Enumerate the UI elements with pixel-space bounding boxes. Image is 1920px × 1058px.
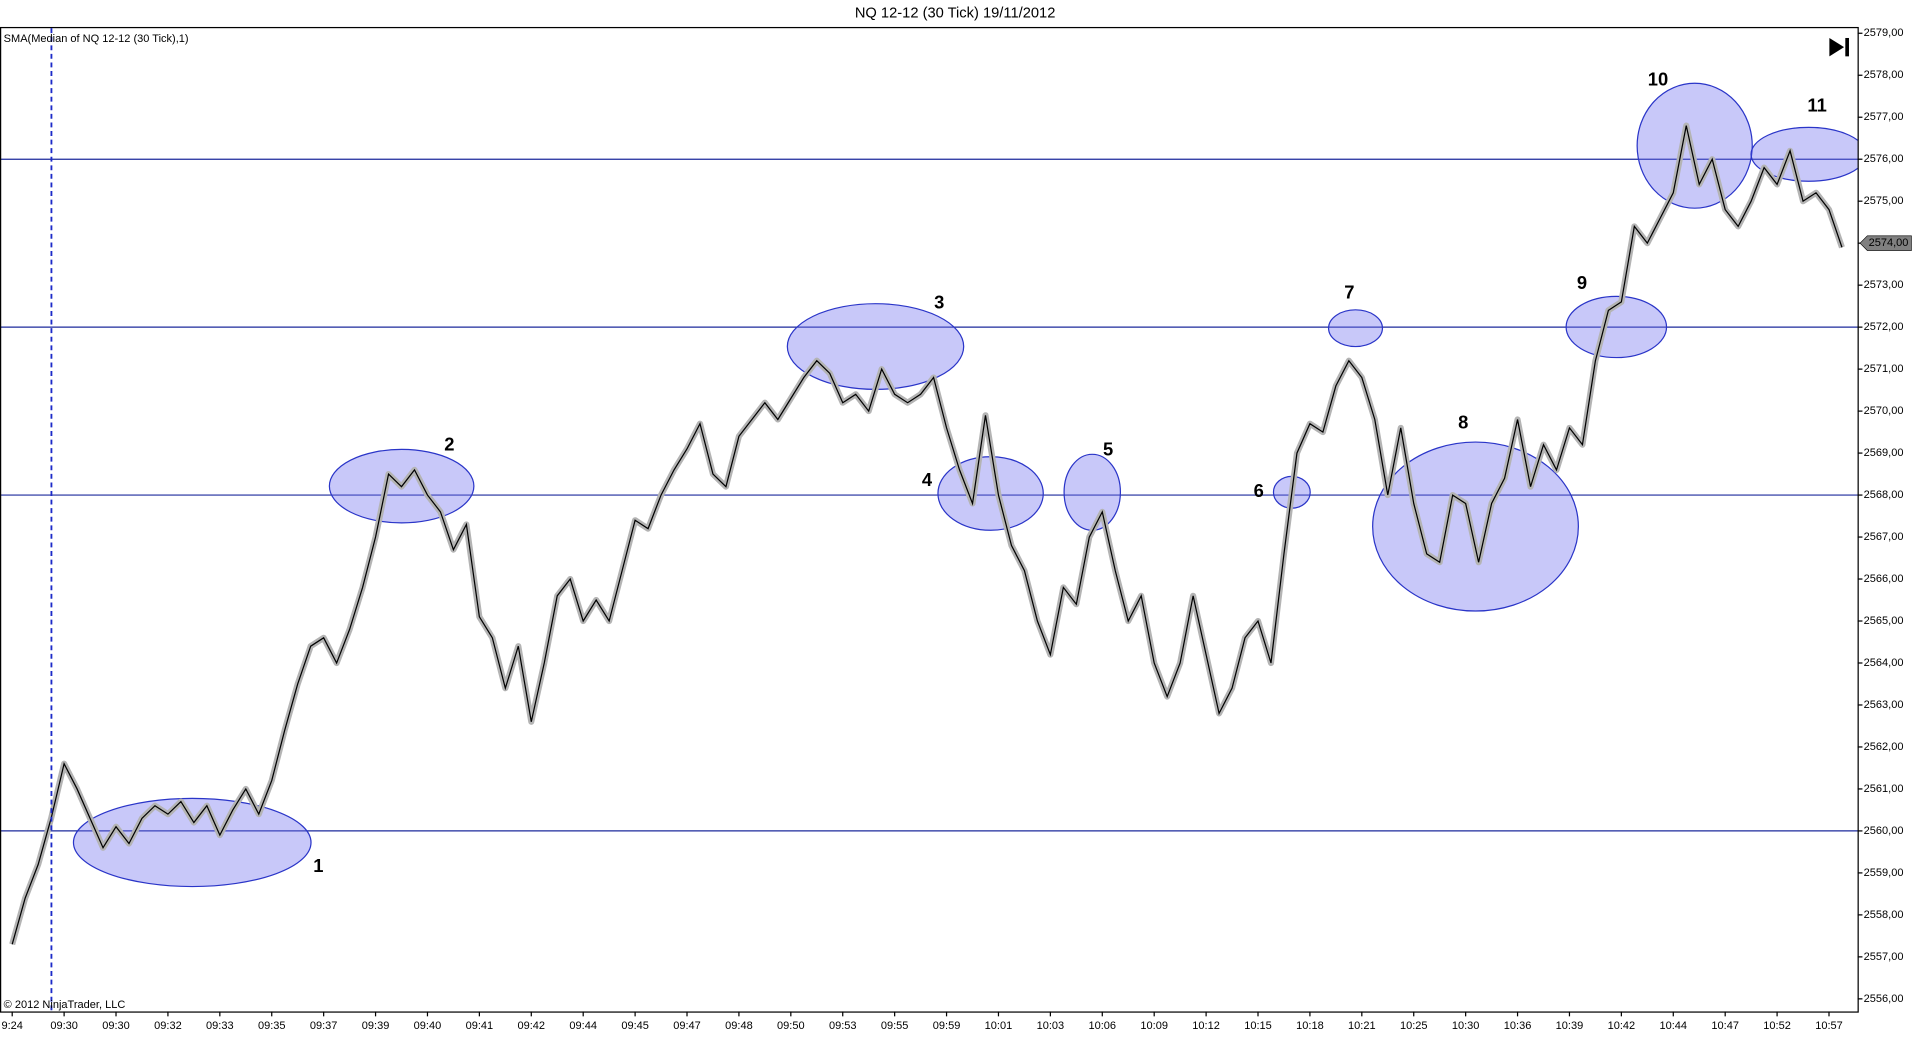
x-tick-label: 10:57 bbox=[1815, 1020, 1843, 1032]
y-tick-label: 2562,00 bbox=[1864, 741, 1904, 753]
x-tick-label: 10:47 bbox=[1711, 1020, 1739, 1032]
x-tick-label: 09:47 bbox=[673, 1020, 701, 1032]
chart-title: NQ 12-12 (30 Tick) 19/11/2012 bbox=[855, 5, 1056, 21]
x-tick-label: 10:12 bbox=[1192, 1020, 1220, 1032]
x-tick-label: 10:21 bbox=[1348, 1020, 1376, 1032]
y-tick-label: 2577,00 bbox=[1864, 111, 1904, 123]
x-tick-label: 09:33 bbox=[206, 1020, 234, 1032]
annotation-label: 3 bbox=[934, 292, 944, 313]
scroll-end-arrow[interactable] bbox=[1829, 37, 1845, 57]
x-tick-label: 09:59 bbox=[933, 1020, 961, 1032]
x-tick-label: 09:50 bbox=[777, 1020, 805, 1032]
x-tick-label: 09:40 bbox=[414, 1020, 442, 1032]
y-tick-label: 2579,00 bbox=[1864, 27, 1904, 39]
x-tick-label: 10:09 bbox=[1140, 1020, 1168, 1032]
annotation-ellipse bbox=[937, 456, 1044, 531]
x-tick-label: 10:15 bbox=[1244, 1020, 1272, 1032]
x-tick-label: 10:18 bbox=[1296, 1020, 1324, 1032]
y-tick-label: 2572,00 bbox=[1864, 321, 1904, 333]
annotation-ellipse bbox=[1636, 82, 1753, 209]
annotation-label: 4 bbox=[922, 469, 933, 490]
last-price-marker bbox=[1859, 235, 1912, 251]
x-tick-label: 10:39 bbox=[1556, 1020, 1584, 1032]
x-tick-label: 10:06 bbox=[1088, 1020, 1116, 1032]
annotation-ellipse bbox=[1063, 453, 1122, 531]
x-tick-label: 10:25 bbox=[1400, 1020, 1428, 1032]
x-tick-label: 10:30 bbox=[1452, 1020, 1480, 1032]
y-tick-label: 2576,00 bbox=[1864, 153, 1904, 165]
annotation-ellipse bbox=[1327, 309, 1384, 348]
x-tick-label: 10:44 bbox=[1659, 1020, 1687, 1032]
annotation-label: 6 bbox=[1254, 480, 1264, 501]
x-tick-label: 10:01 bbox=[985, 1020, 1013, 1032]
annotation-label: 11 bbox=[1807, 94, 1826, 115]
scroll-end-button[interactable] bbox=[1829, 37, 1849, 57]
x-tick-label: 10:52 bbox=[1763, 1020, 1791, 1032]
x-tick-label: 10:03 bbox=[1037, 1020, 1065, 1032]
x-tick-label: 09:35 bbox=[258, 1020, 286, 1032]
x-tick-label: 09:39 bbox=[362, 1020, 390, 1032]
annotation-label: 7 bbox=[1344, 282, 1354, 303]
y-tick-label: 2556,00 bbox=[1864, 993, 1904, 1005]
x-tick-label: 09:42 bbox=[517, 1020, 545, 1032]
scroll-end-bar[interactable] bbox=[1845, 37, 1849, 57]
x-tick-label: 09:44 bbox=[569, 1020, 597, 1032]
copyright: © 2012 NinjaTrader, LLC bbox=[4, 999, 126, 1011]
x-tick-label: 09:53 bbox=[829, 1020, 857, 1032]
x-tick-label: 09:30 bbox=[50, 1020, 78, 1032]
x-tick-label: 09:55 bbox=[881, 1020, 909, 1032]
y-tick-label: 2573,00 bbox=[1864, 279, 1904, 291]
y-tick-label: 2571,00 bbox=[1864, 363, 1904, 375]
x-tick-label: 9:24 bbox=[1, 1020, 22, 1032]
annotation-ellipse bbox=[786, 303, 965, 391]
y-tick-label: 2569,00 bbox=[1864, 447, 1904, 459]
y-tick-label: 2567,00 bbox=[1864, 531, 1904, 543]
y-tick-label: 2570,00 bbox=[1864, 405, 1904, 417]
annotation-label: 5 bbox=[1103, 438, 1113, 459]
x-tick-label: 09:48 bbox=[725, 1020, 753, 1032]
annotation-label: 10 bbox=[1648, 69, 1668, 90]
plot-area bbox=[0, 82, 1858, 946]
y-tick-label: 2563,00 bbox=[1864, 699, 1904, 711]
annotation-label: 9 bbox=[1577, 272, 1587, 293]
annotation-ellipse bbox=[1372, 441, 1579, 612]
y-tick-label: 2566,00 bbox=[1864, 573, 1904, 585]
annotation-ellipse bbox=[1750, 126, 1858, 182]
x-tick-label: 10:36 bbox=[1504, 1020, 1532, 1032]
y-tick-label: 2559,00 bbox=[1864, 867, 1904, 879]
price-line bbox=[11, 125, 1843, 945]
annotation-label: 2 bbox=[444, 434, 454, 455]
x-tick-label: 10:42 bbox=[1608, 1020, 1636, 1032]
x-tick-label: 09:30 bbox=[102, 1020, 130, 1032]
y-tick-label: 2561,00 bbox=[1864, 783, 1904, 795]
indicator-label: SMA(Median of NQ 12-12 (30 Tick),1) bbox=[4, 33, 189, 45]
y-tick-label: 2575,00 bbox=[1864, 195, 1904, 207]
y-tick-label: 2568,00 bbox=[1864, 489, 1904, 501]
annotation-ellipse bbox=[1565, 295, 1668, 359]
y-tick-label: 2578,00 bbox=[1864, 69, 1904, 81]
x-tick-label: 09:37 bbox=[310, 1020, 338, 1032]
annotation-ellipse bbox=[72, 797, 312, 888]
y-tick-label: 2564,00 bbox=[1864, 657, 1904, 669]
annotation-label: 1 bbox=[313, 855, 323, 876]
y-tick-label: 2560,00 bbox=[1864, 825, 1904, 837]
x-tick-label: 09:45 bbox=[621, 1020, 649, 1032]
last-price-label: 2574,00 bbox=[1869, 237, 1909, 249]
x-tick-label: 09:41 bbox=[466, 1020, 494, 1032]
plot-border bbox=[0, 26, 1859, 1013]
annotation-label: 8 bbox=[1458, 412, 1468, 433]
y-tick-label: 2565,00 bbox=[1864, 615, 1904, 627]
y-tick-label: 2557,00 bbox=[1864, 951, 1904, 963]
x-tick-label: 09:32 bbox=[154, 1020, 182, 1032]
y-tick-label: 2558,00 bbox=[1864, 909, 1904, 921]
